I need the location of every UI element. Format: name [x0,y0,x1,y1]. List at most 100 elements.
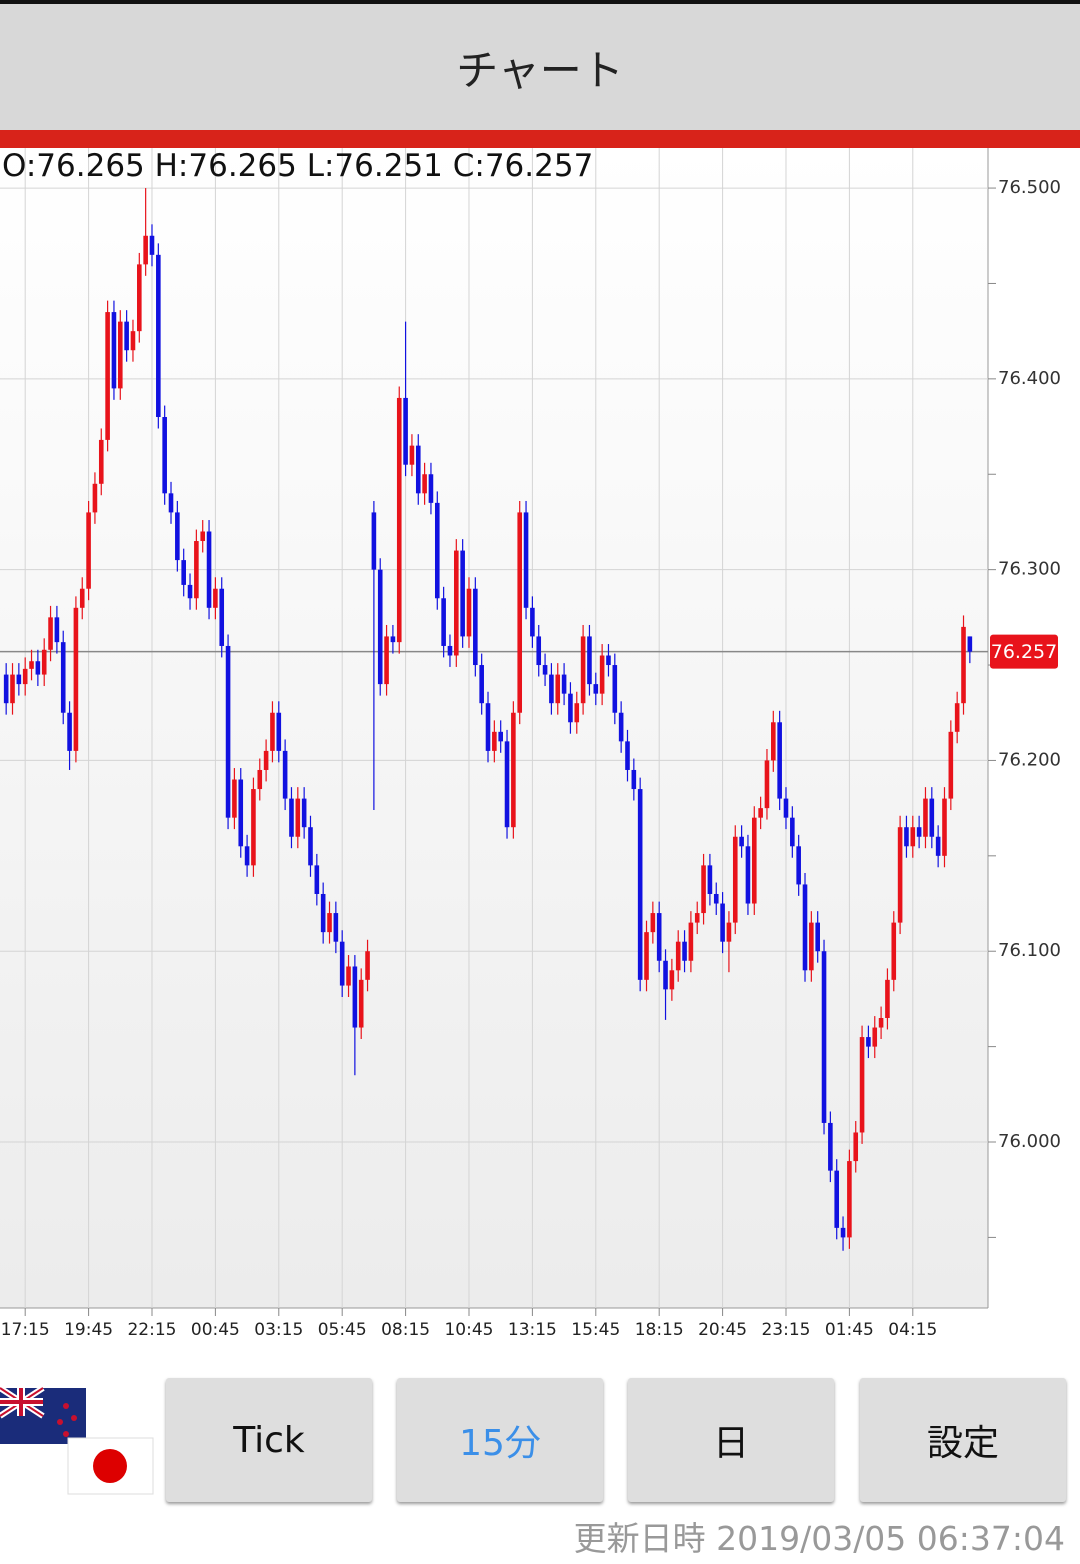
candle-body [961,626,966,704]
candle-body [54,617,60,643]
candle-body [358,979,364,1028]
candle-body [701,865,706,914]
candle-body [390,636,396,643]
candle-body [79,588,85,608]
candle-body [67,712,72,751]
tab-button[interactable]: 15分 [397,1378,603,1502]
candle-body [263,750,269,770]
candle-body [853,1132,859,1162]
tab-button[interactable]: 設定 [860,1378,1066,1502]
y-tick-label: 76.200 [998,749,1061,770]
candle-body [251,789,256,866]
candle-body [225,645,231,818]
candle-body [758,808,763,818]
candle-body [726,922,732,942]
candle-body [631,769,637,790]
candle-body [365,951,370,980]
candle-body [783,798,789,818]
candle-body [904,827,909,847]
x-tick-label: 00:45 [191,1320,240,1340]
candle-body [897,827,903,923]
candle-body [276,712,282,751]
candle-body [194,541,199,599]
tab-button[interactable]: 日 [628,1378,834,1502]
candle-body [606,655,611,666]
candle-body [3,674,9,704]
candle-body [130,331,136,351]
candle-body [967,636,973,652]
candle-body [117,321,123,389]
candle-body [574,703,580,723]
candle-body [942,798,947,856]
candle-body [910,827,916,847]
candle-body [777,722,782,799]
candle-body [948,731,954,799]
candle-body [498,731,503,742]
candle-body [479,665,484,704]
candle-body [866,1037,871,1047]
y-tick-label: 76.100 [998,940,1061,961]
candle-body [618,712,624,742]
candle-body [739,836,744,847]
candle-body [460,550,465,637]
x-tick-label: 22:15 [127,1320,176,1340]
candle-body [156,254,161,418]
x-tick-label: 19:45 [64,1320,113,1340]
candle-body [409,445,415,465]
candle-body [593,684,599,694]
candle-body [206,531,212,608]
candle-body [371,512,377,570]
candle-body [644,932,649,980]
candle-body [872,1027,878,1047]
candle-body [454,550,459,656]
candle-body [403,397,408,465]
x-tick-label: 18:15 [635,1320,684,1340]
candle-body [168,493,174,513]
candle-body [105,312,110,440]
candle-body [929,798,935,837]
candle-body [802,884,808,971]
candle-body [530,607,535,637]
candle-body [86,512,91,589]
candle-body [35,661,41,675]
candle-body [111,312,117,389]
candle-body [181,560,186,585]
x-tick-label: 15:45 [571,1320,620,1340]
tab-button[interactable]: Tick [166,1378,372,1502]
candle-body [339,941,345,986]
candle-body [561,674,567,694]
candle-body [98,439,104,484]
x-tick-label: 03:15 [254,1320,303,1340]
ohlc-readout: O:76.265 H:76.265 L:76.251 C:76.257 [2,148,594,184]
x-tick-label: 20:45 [698,1320,747,1340]
candle-body [847,1161,852,1238]
candle-body [834,1170,840,1228]
candle-body [473,588,478,666]
candle-body [422,474,427,494]
candle-body [289,798,294,837]
candle-body [828,1122,833,1171]
x-tick-label: 05:45 [318,1320,367,1340]
candle-body [669,970,675,990]
candle-body [796,846,801,885]
candle-body [688,922,694,961]
candle-body [187,584,193,599]
candle-body [320,893,326,933]
candle-body [751,817,757,904]
candle-body [149,235,155,255]
candle-body [428,474,434,503]
candle-body [384,636,389,685]
candle-body [466,588,472,637]
y-tick-label: 76.000 [998,1131,1061,1152]
current-price-label: 76.257 [991,641,1057,663]
candle-body [954,703,960,732]
candle-body [92,483,98,513]
candle-body [22,668,28,685]
candle-body [625,741,630,770]
candle-body [238,779,244,847]
candle-body [568,693,573,723]
candle-body [41,649,47,675]
candle-body [732,836,738,923]
candle-body [675,941,681,971]
